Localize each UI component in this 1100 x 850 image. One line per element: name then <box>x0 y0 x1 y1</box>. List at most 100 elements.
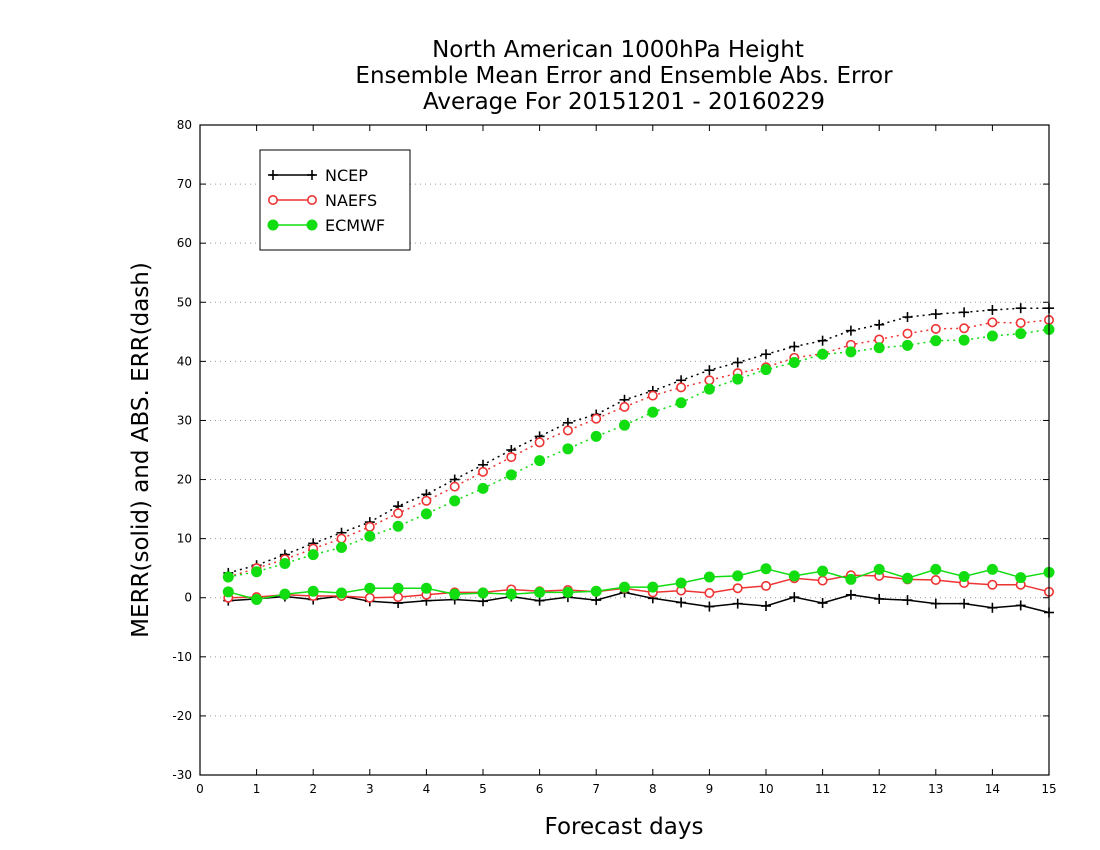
naefs-merr-point <box>393 592 404 603</box>
naefs-merr-point <box>930 574 941 585</box>
x-tick-label: 5 <box>479 782 487 796</box>
ecmwf-merr-point <box>364 582 376 594</box>
x-tick-label: 8 <box>649 782 657 796</box>
naefs-abs-err-point <box>959 323 970 334</box>
x-tick-label: 15 <box>1041 782 1056 796</box>
naefs-abs-err-point <box>534 437 545 448</box>
y-tick-label: -10 <box>172 650 192 664</box>
ecmwf-abs-err-point <box>449 495 461 507</box>
y-tick-label: -30 <box>172 768 192 782</box>
ecmwf-abs-err-point <box>732 373 744 385</box>
naefs-merr-point <box>760 580 771 591</box>
x-tick-label: 3 <box>366 782 374 796</box>
legend-marker <box>268 170 278 180</box>
title-line-3: Average For 20151201 - 20160229 <box>423 89 825 115</box>
ncep-merr-point <box>789 592 800 603</box>
x-tick-label: 2 <box>309 782 317 796</box>
y-tick-label: 80 <box>177 118 192 132</box>
ecmwf-merr-point <box>647 581 659 593</box>
ncep-abs-err-point <box>845 325 856 336</box>
ncep-abs-err-point <box>817 335 828 346</box>
ecmwf-abs-err-point <box>505 469 517 481</box>
ecmwf-abs-err-point <box>534 455 546 467</box>
x-tick-label: 12 <box>872 782 887 796</box>
naefs-abs-err-point <box>477 466 488 477</box>
ecmwf-merr-point <box>222 586 234 598</box>
ecmwf-merr-point <box>279 588 291 600</box>
x-tick-label: 7 <box>592 782 600 796</box>
ecmwf-abs-err-point <box>420 508 432 520</box>
ecmwf-abs-err-point <box>562 443 574 455</box>
ncep-abs-err-point <box>902 312 913 323</box>
ecmwf-merr-point <box>986 563 998 575</box>
naefs-abs-err-point <box>619 401 630 412</box>
ecmwf-merr-point <box>420 582 432 594</box>
plot-frame <box>199 124 1050 776</box>
x-tick-label: 1 <box>253 782 261 796</box>
ecmwf-merr-point <box>477 587 489 599</box>
naefs-abs-err-point <box>676 382 687 393</box>
legend-item-ncep: NCEP <box>268 166 368 185</box>
naefs-abs-err-point <box>562 425 573 436</box>
naefs-abs-err-point <box>902 328 913 339</box>
ecmwf-merr-point <box>902 572 913 584</box>
x-tick-label: 6 <box>536 782 544 796</box>
ncep-merr-point <box>930 598 941 609</box>
ecmwf-merr-point <box>590 585 602 597</box>
chart-title: North American 1000hPa Height Ensemble M… <box>355 37 893 115</box>
ecmwf-abs-err-line <box>228 328 1050 578</box>
ncep-merr-point <box>902 595 913 606</box>
ecmwf-abs-err-point <box>336 542 347 553</box>
title-line-1: North American 1000hPa Height <box>432 37 804 63</box>
y-tick-label: -20 <box>172 709 192 723</box>
ecmwf-merr-point <box>505 588 517 600</box>
ecmwf-abs-err-point <box>873 342 885 354</box>
ecmwf-merr-series <box>222 563 1055 605</box>
ecmwf-merr-point <box>703 571 715 583</box>
ncep-merr-point <box>761 601 771 611</box>
ecmwf-abs-err-point <box>279 557 291 569</box>
x-tick-label: 0 <box>196 782 204 796</box>
ecmwf-abs-err-point <box>647 406 659 418</box>
y-axis-label: MERR(solid) and ABS. ERR(dash) <box>128 262 154 638</box>
ecmwf-merr-point <box>251 594 263 605</box>
naefs-abs-err-point <box>336 533 347 544</box>
y-tick-label: 10 <box>177 532 192 546</box>
ncep-merr-point <box>817 598 828 609</box>
ecmwf-abs-err-point <box>817 348 829 360</box>
y-tick-label: 50 <box>177 295 192 309</box>
ecmwf-abs-err-point <box>845 346 857 358</box>
ncep-merr-point <box>959 598 970 609</box>
naefs-abs-err-line <box>228 319 1050 578</box>
ncep-abs-err-point <box>1015 303 1026 314</box>
naefs-abs-err-point <box>704 375 715 386</box>
y-tick-label: 0 <box>184 591 192 605</box>
legend-label: ECMWF <box>325 216 385 235</box>
ncep-abs-err-point <box>704 365 715 376</box>
x-tick-label: 10 <box>758 782 773 796</box>
ecmwf-merr-point <box>562 586 574 598</box>
legend-marker <box>267 195 278 206</box>
ecmwf-merr-point <box>760 563 772 575</box>
ecmwf-merr-point <box>619 581 630 593</box>
ecmwf-abs-err-point <box>222 571 234 583</box>
ecmwf-merr-point <box>930 563 942 575</box>
x-axis-label: Forecast days <box>545 814 704 840</box>
y-tick-label: 70 <box>177 177 192 191</box>
x-tick-label: 9 <box>706 782 714 796</box>
ecmwf-abs-err-point <box>619 419 630 431</box>
ecmwf-merr-point <box>958 570 970 582</box>
x-tick-label: 13 <box>928 782 943 796</box>
naefs-abs-err-series <box>223 314 1055 583</box>
ecmwf-merr-point <box>449 588 461 600</box>
y-tick-label: 60 <box>177 236 192 250</box>
naefs-abs-err-point <box>647 390 658 401</box>
ecmwf-abs-err-point <box>788 357 800 369</box>
ecmwf-abs-err-point <box>392 520 404 532</box>
legend: NCEP NAEFS ECMWF <box>259 149 411 251</box>
ecmwf-merr-point <box>336 587 347 599</box>
naefs-abs-err-point <box>1015 317 1026 328</box>
ecmwf-abs-err-series <box>222 323 1055 583</box>
